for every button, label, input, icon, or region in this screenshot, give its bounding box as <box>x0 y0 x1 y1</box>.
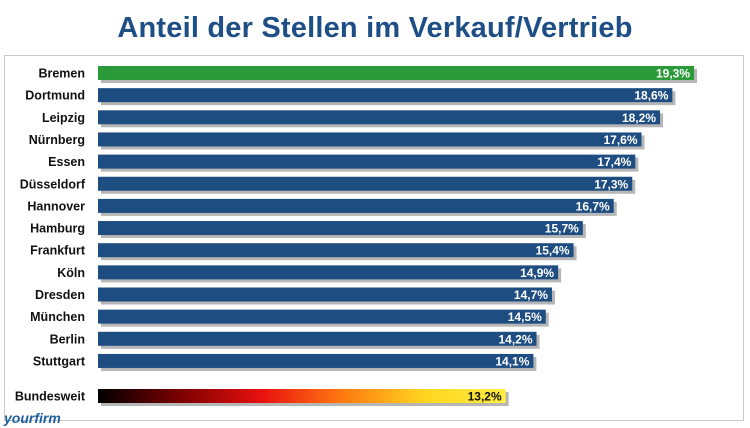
bar <box>98 353 534 368</box>
brand-logo: yourfirm <box>4 410 61 426</box>
category-label: Bundesweit <box>15 390 86 404</box>
data-label: 16,7% <box>576 199 610 213</box>
data-label: 17,6% <box>603 133 637 147</box>
bar <box>98 221 583 236</box>
data-label: 17,4% <box>597 155 631 169</box>
category-label: Dresden <box>35 288 85 302</box>
data-label: 18,2% <box>622 111 656 125</box>
bar <box>98 309 546 324</box>
data-label: 14,7% <box>514 288 548 302</box>
bar <box>98 287 552 302</box>
data-label: 13,2% <box>468 390 502 404</box>
category-label: Nürnberg <box>29 133 85 147</box>
bar <box>98 198 614 213</box>
data-label: 19,3% <box>656 67 690 81</box>
data-label: 14,9% <box>520 266 554 280</box>
category-label: Stuttgart <box>33 354 86 368</box>
data-label: 14,5% <box>508 310 542 324</box>
summary-bar <box>98 389 506 403</box>
bar <box>98 176 633 191</box>
bar <box>98 154 636 169</box>
category-label: Hamburg <box>30 222 85 236</box>
data-label: 15,7% <box>545 222 579 236</box>
category-label: Köln <box>57 266 85 280</box>
brand-logo-text: yourfirm <box>4 410 61 426</box>
bar <box>98 265 559 280</box>
data-label: 14,1% <box>495 354 529 368</box>
category-label: Bremen <box>38 67 85 81</box>
category-label: Frankfurt <box>30 244 86 258</box>
category-label: Hannover <box>27 199 85 213</box>
bar <box>98 331 537 346</box>
category-label: Berlin <box>50 332 85 346</box>
chart-frame <box>4 55 744 421</box>
bar <box>98 243 574 258</box>
data-label: 15,4% <box>536 244 570 258</box>
category-label: München <box>30 310 85 324</box>
data-label: 14,2% <box>498 332 532 346</box>
data-label: 17,3% <box>594 177 628 191</box>
bar <box>98 110 661 125</box>
category-label: Leipzig <box>42 111 85 125</box>
category-label: Essen <box>48 155 85 169</box>
bar <box>98 88 673 103</box>
category-label: Dortmund <box>25 89 85 103</box>
chart-title: Anteil der Stellen im Verkauf/Vertrieb <box>117 12 633 44</box>
data-label: 18,6% <box>634 89 668 103</box>
category-label: Düsseldorf <box>20 177 86 191</box>
bar <box>98 132 642 147</box>
bar <box>98 66 694 80</box>
